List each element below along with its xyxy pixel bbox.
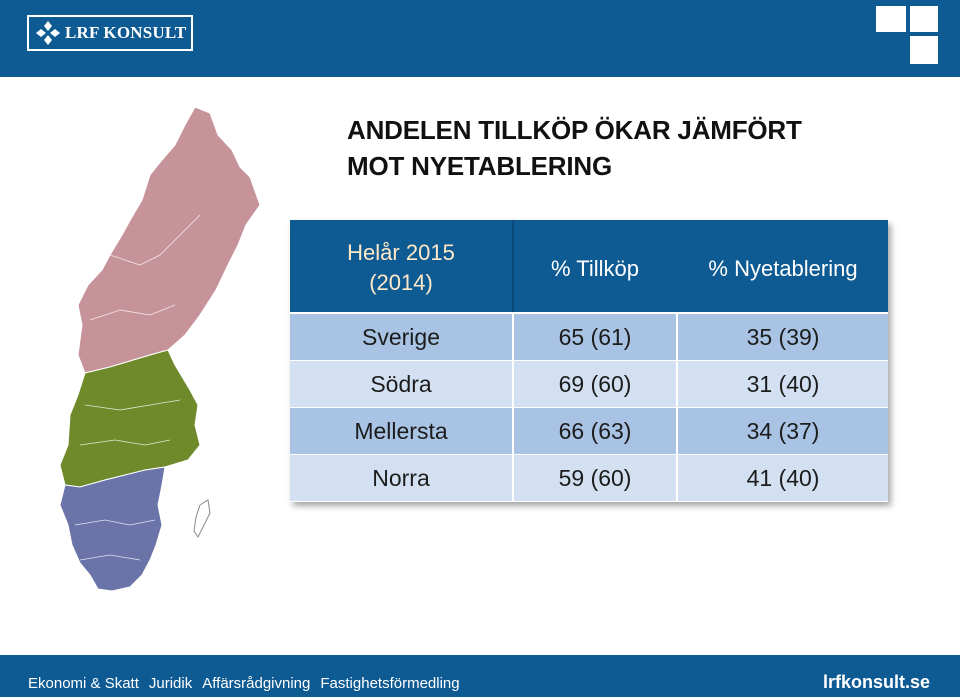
header-period-line-2: (2014) bbox=[369, 270, 433, 295]
table-row: Sverige 65 (61) 35 (39) bbox=[290, 314, 888, 360]
footer-link-affarsradgivning[interactable]: Affärsrådgivning bbox=[202, 675, 311, 692]
cell-tillkop: 66 (63) bbox=[558, 418, 632, 444]
cell-nyetablering: 35 (39) bbox=[746, 324, 820, 350]
footer-link-juridik[interactable]: Juridik bbox=[148, 675, 193, 692]
footer-bar: Ekonomi & Skatt Juridik Affärsrådgivning… bbox=[0, 655, 960, 697]
sweden-region-map bbox=[59, 106, 261, 592]
footer-links: Ekonomi & Skatt Juridik Affärsrådgivning… bbox=[28, 675, 460, 692]
cell-tillkop: 69 (60) bbox=[558, 371, 632, 397]
map-region-mellersta bbox=[59, 349, 201, 488]
header-period: Helår 2015 (2014) bbox=[290, 238, 512, 298]
footer-site-link[interactable]: lrfkonsult.se bbox=[822, 672, 930, 692]
table-row: Södra 69 (60) 31 (40) bbox=[290, 361, 888, 407]
title-line-2: MOT NYETABLERING bbox=[347, 151, 612, 181]
footer-link-fastighetsformedling[interactable]: Fastighetsförmedling bbox=[320, 675, 460, 692]
header-period-line-1: Helår 2015 bbox=[347, 240, 455, 265]
map-gotland-island bbox=[193, 499, 211, 538]
cell-region: Södra bbox=[370, 371, 432, 397]
brand-squares-icon bbox=[876, 6, 938, 64]
table-header: Helår 2015 (2014) % Tillköp % Nyetableri… bbox=[290, 220, 888, 312]
header-divider bbox=[512, 220, 514, 312]
header-tillkop: % Tillköp bbox=[550, 256, 640, 281]
cell-region: Mellersta bbox=[354, 418, 448, 444]
footer-link-ekonomi[interactable]: Ekonomi & Skatt bbox=[28, 675, 139, 692]
table-row: Mellersta 66 (63) 34 (37) bbox=[290, 408, 888, 454]
statistics-table: Helår 2015 (2014) % Tillköp % Nyetableri… bbox=[290, 220, 888, 502]
cell-nyetablering: 34 (37) bbox=[746, 418, 820, 444]
page-title: ANDELEN TILLKÖP ÖKAR JÄMFÖRT MOT NYETABL… bbox=[347, 112, 907, 184]
table-row: Norra 59 (60) 41 (40) bbox=[290, 455, 888, 501]
cell-region: Norra bbox=[372, 465, 430, 491]
top-bar: LRF KONSULT bbox=[0, 0, 960, 77]
cell-region: Sverige bbox=[362, 324, 440, 350]
logo-text: LRF KONSULT bbox=[65, 23, 187, 42]
cell-tillkop: 59 (60) bbox=[558, 465, 632, 491]
cell-nyetablering: 41 (40) bbox=[746, 465, 820, 491]
header-nyetablering: % Nyetablering bbox=[708, 256, 858, 281]
cell-nyetablering: 31 (40) bbox=[746, 371, 820, 397]
cell-tillkop: 65 (61) bbox=[558, 324, 632, 350]
clover-logo-icon bbox=[36, 21, 60, 45]
lrf-konsult-logo[interactable]: LRF KONSULT bbox=[27, 15, 193, 51]
title-line-1: ANDELEN TILLKÖP ÖKAR JÄMFÖRT bbox=[347, 115, 802, 145]
map-region-norra bbox=[77, 106, 261, 374]
